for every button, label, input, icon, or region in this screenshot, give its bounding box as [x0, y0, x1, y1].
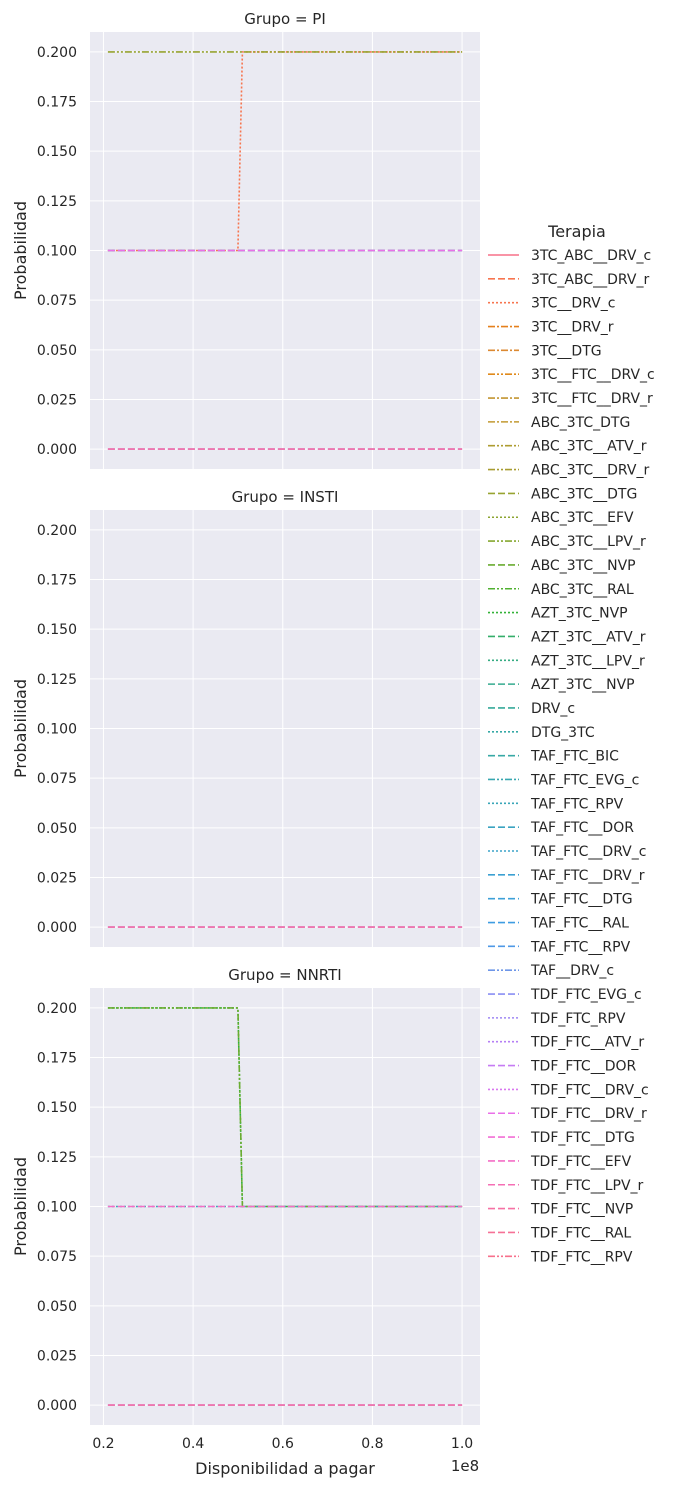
legend-label: DTG_3TC	[531, 725, 595, 741]
legend-label: TDF_FTC_RPV	[530, 1011, 626, 1027]
y-tick-label: 0.000	[37, 920, 77, 936]
legend-label: TDF_FTC__RAL	[530, 1225, 631, 1241]
legend-label: ABC_3TC__ATV_r	[531, 439, 647, 455]
legend-label: 3TC__DTG	[531, 343, 602, 359]
y-tick-label: 0.050	[37, 1299, 77, 1315]
panel-title: Grupo = INSTI	[232, 488, 339, 506]
y-axis-label: Probabilidad	[11, 1157, 30, 1256]
y-tick-label: 0.125	[37, 194, 77, 210]
legend-label: TDF_FTC__DOR	[530, 1059, 636, 1075]
x-axis-offset-label: 1e8	[451, 1457, 479, 1475]
legend-title: Terapia	[547, 222, 606, 241]
y-tick-label: 0.000	[37, 442, 77, 458]
facet-panel: 0.000 0.025 0.050 0.075 0.100 0.125 0.150 0.175…	[11, 966, 480, 1452]
legend-label: 3TC__DRV_c	[531, 296, 615, 312]
y-tick-label: 0.200	[37, 45, 77, 61]
y-tick-label: 0.150	[37, 144, 77, 160]
y-tick-label: 0.050	[37, 821, 77, 837]
legend-label: TDF_FTC__LPV_r	[530, 1178, 644, 1194]
y-tick-label: 0.200	[37, 1001, 77, 1017]
y-tick-label: 0.200	[37, 523, 77, 539]
y-tick-label: 0.175	[37, 95, 77, 111]
legend: Terapia 3TC_ABC__DRV_c 3TC_ABC__DRV_r 3TC__…	[488, 222, 655, 1265]
legend-label: DRV_c	[531, 701, 575, 717]
y-tick-label: 0.125	[37, 1150, 77, 1166]
legend-label: AZT_3TC__LPV_r	[531, 653, 645, 669]
legend-label: TDF_FTC__DRV_r	[530, 1106, 647, 1122]
legend-label: TAF_FTC__DRV_r	[530, 868, 645, 884]
legend-label: TAF_FTC__RAL	[530, 916, 629, 932]
x-tick-label: 0.6	[272, 1436, 294, 1452]
panel-title: Grupo = PI	[244, 10, 326, 28]
x-tick-label: 0.2	[92, 1436, 114, 1452]
facet-panel: 0.000 0.025 0.050 0.075 0.100 0.125 0.150 0.175…	[11, 488, 480, 947]
legend-label: TDF_FTC__DRV_c	[530, 1082, 649, 1098]
x-tick-label: 1.0	[451, 1436, 473, 1452]
legend-label: AZT_3TC__ATV_r	[531, 629, 646, 645]
legend-label: 3TC__DRV_r	[531, 320, 614, 336]
y-tick-label: 0.025	[37, 1348, 77, 1364]
y-tick-label: 0.075	[37, 771, 77, 787]
y-tick-label: 0.000	[37, 1398, 77, 1414]
legend-label: AZT_3TC__NVP	[531, 677, 635, 693]
legend-label: 3TC__FTC__DRV_r	[531, 391, 653, 407]
legend-label: ABC_3TC__EFV	[531, 510, 634, 526]
x-tick-label: 0.4	[182, 1436, 204, 1452]
facet-panel: 0.000 0.025 0.050 0.075 0.100 0.125 0.150 0.175…	[11, 10, 480, 469]
legend-label: TAF_FTC__DTG	[530, 892, 633, 908]
legend-label: ABC_3TC_DTG	[531, 415, 630, 431]
y-tick-label: 0.025	[37, 870, 77, 886]
y-tick-label: 0.125	[37, 672, 77, 688]
legend-label: AZT_3TC_NVP	[531, 606, 628, 622]
legend-label: ABC_3TC__RAL	[531, 582, 634, 598]
x-tick-label: 0.8	[361, 1436, 383, 1452]
legend-label: ABC_3TC__NVP	[531, 558, 636, 574]
legend-label: TDF_FTC_EVG_c	[530, 987, 642, 1003]
x-axis-label: Disponibilidad a pagar	[195, 1459, 375, 1478]
y-axis-label: Probabilidad	[11, 679, 30, 778]
facet-panels: 0.000 0.025 0.050 0.075 0.100 0.125 0.150 0.175…	[11, 10, 480, 1452]
y-tick-label: 0.075	[37, 293, 77, 309]
legend-label: ABC_3TC__DTG	[531, 486, 637, 502]
y-tick-label: 0.025	[37, 392, 77, 408]
y-tick-label: 0.100	[37, 1200, 77, 1216]
y-tick-label: 0.075	[37, 1249, 77, 1265]
legend-label: ABC_3TC__LPV_r	[531, 534, 646, 550]
legend-label: TAF_FTC_EVG_c	[530, 772, 639, 788]
y-tick-label: 0.050	[37, 343, 77, 359]
panel-title: Grupo = NNRTI	[228, 966, 341, 984]
y-tick-label: 0.175	[37, 573, 77, 589]
legend-label: TDF_FTC__EFV	[530, 1154, 632, 1170]
legend-label: TDF_FTC__ATV_r	[530, 1035, 644, 1051]
legend-label: 3TC_ABC__DRV_r	[531, 272, 649, 288]
y-tick-label: 0.100	[37, 244, 77, 260]
legend-label: TAF__DRV_c	[530, 963, 614, 979]
y-tick-label: 0.175	[37, 1051, 77, 1067]
y-tick-label: 0.150	[37, 1100, 77, 1116]
legend-label: TDF_FTC__DTG	[530, 1130, 635, 1146]
legend-label: TAF_FTC_BIC	[530, 749, 619, 765]
legend-label: ABC_3TC__DRV_r	[531, 463, 649, 479]
legend-label: 3TC_ABC__DRV_c	[531, 248, 651, 264]
y-tick-label: 0.150	[37, 622, 77, 638]
legend-label: TAF_FTC__DOR	[530, 820, 634, 836]
y-tick-label: 0.100	[37, 722, 77, 738]
legend-label: TAF_FTC__DRV_c	[530, 844, 646, 860]
legend-label: TAF_FTC_RPV	[530, 796, 624, 812]
legend-label: TDF_FTC__NVP	[530, 1202, 633, 1218]
legend-label: 3TC__FTC__DRV_c	[531, 367, 655, 383]
legend-label: TAF_FTC__RPV	[530, 939, 631, 955]
legend-label: TDF_FTC__RPV	[530, 1249, 633, 1265]
y-axis-label: Probabilidad	[11, 201, 30, 300]
